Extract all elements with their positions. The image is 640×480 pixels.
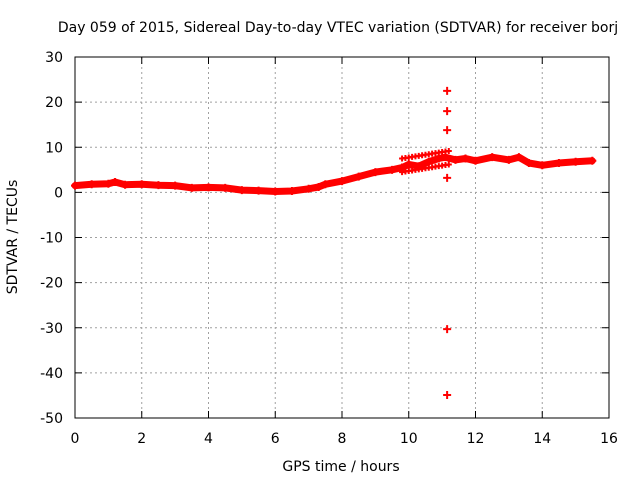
data-points bbox=[71, 86, 597, 399]
y-tick-label: -30 bbox=[40, 321, 63, 337]
grid-lines bbox=[75, 57, 609, 418]
data-point bbox=[71, 181, 79, 190]
data-point bbox=[445, 147, 452, 154]
y-tick-label: -20 bbox=[40, 276, 63, 292]
x-tick-label: 8 bbox=[338, 431, 347, 447]
data-point bbox=[424, 157, 433, 166]
data-point bbox=[588, 156, 597, 165]
data-point bbox=[111, 177, 120, 186]
data-point bbox=[514, 153, 523, 162]
x-tick-label: 0 bbox=[71, 431, 80, 447]
data-point bbox=[321, 180, 330, 189]
data-point bbox=[571, 157, 580, 166]
data-point bbox=[104, 179, 113, 188]
data-point bbox=[87, 180, 96, 189]
data-point bbox=[171, 181, 180, 190]
data-point bbox=[388, 165, 397, 174]
data-point bbox=[524, 159, 533, 168]
outlier-point bbox=[443, 107, 452, 116]
data-point bbox=[121, 180, 130, 189]
data-point bbox=[554, 159, 563, 168]
data-point bbox=[445, 161, 452, 168]
data-point bbox=[304, 184, 313, 193]
x-tick-label: 16 bbox=[600, 431, 618, 447]
data-point bbox=[204, 183, 213, 192]
data-point bbox=[271, 187, 280, 196]
x-tick-label: 2 bbox=[137, 431, 146, 447]
x-tick-label: 14 bbox=[533, 431, 551, 447]
data-point bbox=[404, 160, 413, 169]
data-point bbox=[441, 153, 450, 162]
data-point bbox=[314, 182, 323, 191]
data-point bbox=[137, 180, 146, 189]
y-tick-label: -50 bbox=[40, 411, 63, 427]
axis-ticks: 0 2 4 6 8 10 12 14 16 30 20 10 0 -10 -20 -30 -40 -50 bbox=[40, 50, 618, 447]
y-tick-label: 0 bbox=[54, 185, 63, 201]
data-point bbox=[354, 172, 363, 181]
outlier-point bbox=[443, 126, 452, 135]
y-axis-label: SDTVAR / TECUs bbox=[5, 180, 21, 295]
y-tick-label: 10 bbox=[45, 140, 63, 156]
data-point bbox=[237, 186, 246, 195]
y-tick-label: -40 bbox=[40, 366, 63, 382]
chart-title: Day 059 of 2015, Sidereal Day-to-day VTE… bbox=[58, 20, 618, 36]
data-point bbox=[287, 187, 296, 196]
data-point bbox=[461, 154, 470, 163]
data-point bbox=[221, 183, 230, 192]
x-tick-label: 6 bbox=[271, 431, 280, 447]
x-tick-label: 4 bbox=[204, 431, 213, 447]
data-point bbox=[434, 154, 443, 163]
outlier-point bbox=[443, 325, 452, 334]
outlier-point bbox=[443, 173, 452, 182]
data-point bbox=[504, 155, 513, 164]
data-point bbox=[154, 181, 163, 190]
data-point bbox=[371, 168, 380, 177]
x-tick-label: 12 bbox=[467, 431, 485, 447]
x-tick-label: 10 bbox=[400, 431, 418, 447]
y-tick-label: -10 bbox=[40, 231, 63, 247]
y-tick-label: 20 bbox=[45, 95, 63, 111]
data-point bbox=[471, 156, 480, 165]
outlier-point bbox=[443, 390, 452, 399]
data-point bbox=[488, 153, 497, 162]
data-point bbox=[254, 186, 263, 195]
data-point bbox=[451, 155, 460, 164]
data-point bbox=[538, 161, 547, 170]
data-point bbox=[338, 177, 346, 186]
data-point bbox=[187, 183, 196, 192]
y-tick-label: 30 bbox=[45, 50, 63, 66]
outlier-point bbox=[443, 86, 452, 95]
x-axis-label: GPS time / hours bbox=[282, 459, 399, 475]
series-band-sdtvar bbox=[71, 153, 596, 195]
